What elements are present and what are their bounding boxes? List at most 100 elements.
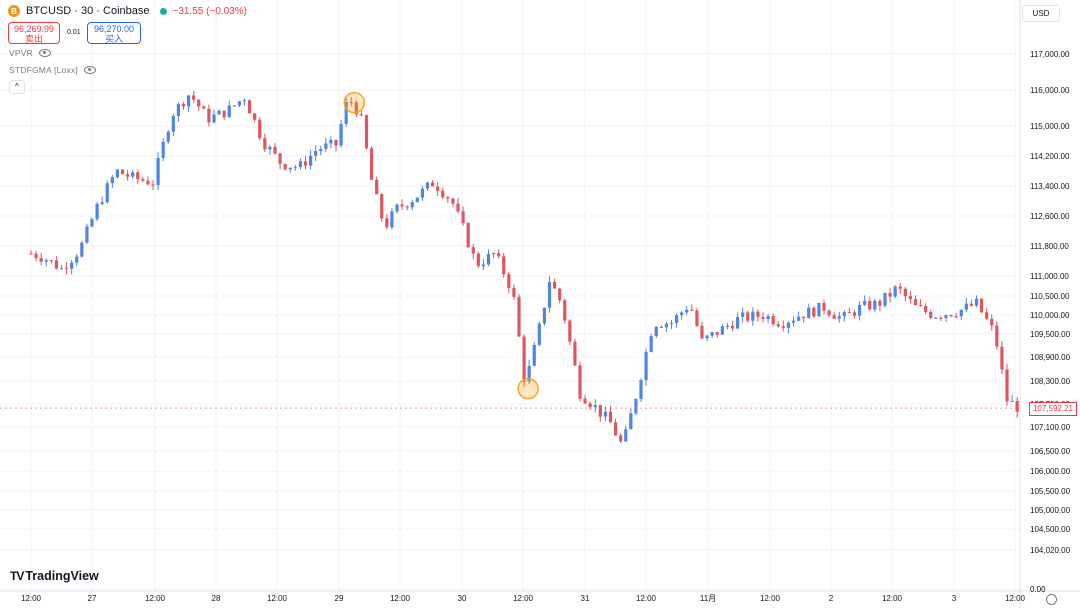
candle-body (385, 218, 389, 228)
candle-body (842, 312, 846, 317)
candle-body (171, 116, 175, 132)
candle-body (878, 300, 882, 306)
symbol-header: B BTCUSD · 30 · Coinbase −31.55 (−0.03%) (8, 5, 247, 17)
x-tick-label: 12:00 (760, 594, 781, 603)
candle-body (75, 256, 79, 263)
candle-body (349, 102, 353, 104)
y-tick-label: 110,000.00 (1030, 311, 1070, 320)
candle-body (410, 202, 414, 208)
indicator-stdfgma[interactable]: STDFGMA [Loxx] (9, 65, 96, 75)
candle-body (242, 100, 247, 102)
y-tick-label: 116,000.00 (1030, 86, 1070, 95)
eye-icon[interactable] (38, 49, 51, 57)
candle-body (497, 253, 501, 257)
candle-body (568, 320, 572, 342)
y-tick-label: 115,000.00 (1030, 122, 1070, 131)
candle-body (934, 317, 938, 319)
candle-body (441, 190, 445, 198)
y-tick-label: 113,400.00 (1030, 182, 1070, 191)
candle-body (761, 316, 765, 320)
eye-icon[interactable] (83, 66, 96, 74)
candle-body (786, 322, 791, 328)
y-tick-label: 108,900.00 (1030, 353, 1071, 362)
candle-body (990, 318, 994, 326)
candle-body (863, 300, 867, 305)
candle-body (730, 325, 735, 329)
x-tick-label: 12:00 (513, 594, 534, 603)
candle-body (222, 110, 226, 118)
price-change: −31.55 (−0.03%) (172, 5, 248, 17)
candle-body (44, 260, 48, 262)
candle-body (827, 310, 831, 316)
candle-body (969, 303, 974, 306)
candle-body (120, 169, 125, 175)
candle-body (263, 138, 267, 150)
symbol-title[interactable]: BTCUSD · 30 · Coinbase (26, 5, 150, 17)
currency-selector[interactable]: USD (1022, 5, 1060, 22)
candle-body (537, 323, 541, 345)
candle-body (507, 274, 511, 288)
candle-body (873, 300, 877, 310)
candle-body (212, 114, 216, 123)
x-tick-label: 12:00 (1005, 594, 1026, 603)
x-tick-label: 12:00 (267, 594, 288, 603)
candle-body (456, 203, 460, 212)
x-tick-label: 29 (335, 594, 344, 603)
candle-body (669, 323, 674, 325)
candle-body (232, 105, 236, 107)
indicator-vpvr[interactable]: VPVR (9, 48, 51, 58)
candle-body (80, 242, 84, 257)
candle-body (959, 309, 963, 317)
candle-body (146, 180, 150, 185)
candle-body (624, 429, 628, 442)
sell-button[interactable]: 96,269.99 卖出 (8, 22, 60, 44)
candle-body (903, 288, 907, 297)
candle-body (186, 95, 191, 107)
candle-body (751, 311, 755, 321)
candle-body (715, 332, 719, 335)
candle-body (680, 312, 684, 316)
tradingview-logo[interactable]: TV TradingView (10, 569, 99, 583)
candle-body (369, 148, 374, 180)
candle-body (573, 341, 577, 366)
candle-body (918, 305, 923, 307)
x-tick-label: 30 (458, 594, 467, 603)
candle-body (924, 306, 928, 312)
candle-body (547, 281, 552, 308)
candle-body (303, 161, 308, 166)
candle-body (802, 316, 806, 319)
candle-body (451, 198, 455, 204)
candle-body (542, 307, 547, 324)
candle-body (913, 299, 918, 306)
candle-body (725, 325, 730, 327)
spread-value: 0.01 (67, 29, 81, 36)
candle-body (674, 315, 679, 324)
y-tick-label: 105,500.00 (1030, 487, 1071, 496)
candle-body (425, 182, 430, 189)
collapse-indicators-button[interactable]: ^ (9, 80, 25, 94)
candle-body (807, 307, 811, 319)
last-price-tag: 107,592.21 (1029, 402, 1077, 416)
candle-body (436, 186, 440, 191)
candle-body (39, 258, 43, 262)
buy-button[interactable]: 96,270.00 买入 (87, 22, 141, 44)
candle-body (283, 163, 287, 170)
candle-body (664, 323, 669, 328)
indicator-label: VPVR (9, 48, 33, 58)
candle-body (756, 311, 760, 317)
y-tick-label: 104,500.00 (1030, 525, 1071, 534)
candle-body (949, 315, 953, 317)
annotation-circle-marker (517, 377, 539, 400)
candle-body (776, 324, 780, 327)
candle-body (832, 315, 836, 319)
candle-body (720, 326, 724, 335)
candle-body (136, 172, 140, 180)
candle-body (613, 422, 618, 436)
candle-body (781, 326, 785, 328)
candle-body (985, 312, 989, 319)
market-open-icon (159, 7, 167, 15)
candle-body (974, 298, 979, 306)
x-tick-label: 12:00 (636, 594, 657, 603)
settings-icon[interactable] (1046, 594, 1057, 605)
